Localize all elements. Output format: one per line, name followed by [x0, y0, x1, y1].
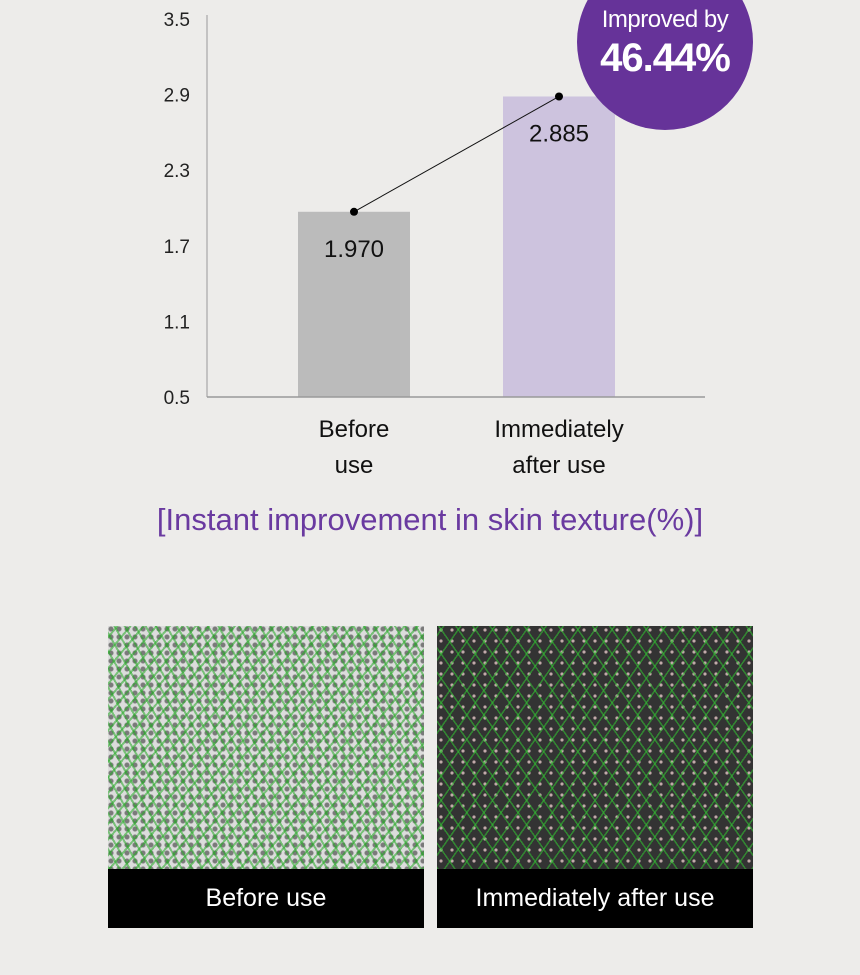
badge-line1: Improved by: [601, 6, 729, 33]
category-line: use: [334, 452, 374, 479]
connector-line: [353, 96, 560, 213]
category-label-before: Before use: [254, 412, 454, 484]
y-tick-label: 2.9: [164, 86, 190, 107]
y-tick-label: 3.5: [164, 10, 190, 31]
badge-percent: 46.44%: [600, 36, 731, 80]
skin-texture-before-image: [108, 626, 424, 869]
y-tick-label: 2.3: [164, 161, 190, 182]
skin-texture-after-image: [437, 626, 753, 869]
data-point: [555, 92, 563, 101]
y-tick-label: 0.5: [164, 388, 190, 409]
before-image-label: Before use: [108, 869, 424, 928]
chart-title: [Instant improvement in skin texture(%)]: [156, 502, 704, 537]
after-image-label: Immediately after use: [437, 869, 753, 928]
data-point: [350, 207, 358, 216]
category-label-after: Immediately after use: [459, 412, 659, 484]
bar: [298, 211, 410, 397]
y-tick-label: 1.7: [164, 237, 190, 258]
before-image-panel: Before use: [108, 626, 424, 928]
category-line: Immediately: [494, 416, 624, 443]
bar-chart: 0.5 1.1 1.7 2.3 2.9 3.5 1.970 2.885: [164, 10, 705, 409]
bar-value-label: 2.885: [529, 120, 589, 147]
bar: [503, 96, 615, 398]
after-image-panel: Immediately after use: [437, 626, 753, 928]
category-line: after use: [512, 452, 606, 479]
y-tick-label: 1.1: [164, 312, 190, 333]
bar-value-label: 1.970: [324, 236, 384, 263]
category-line: Before: [318, 416, 390, 443]
